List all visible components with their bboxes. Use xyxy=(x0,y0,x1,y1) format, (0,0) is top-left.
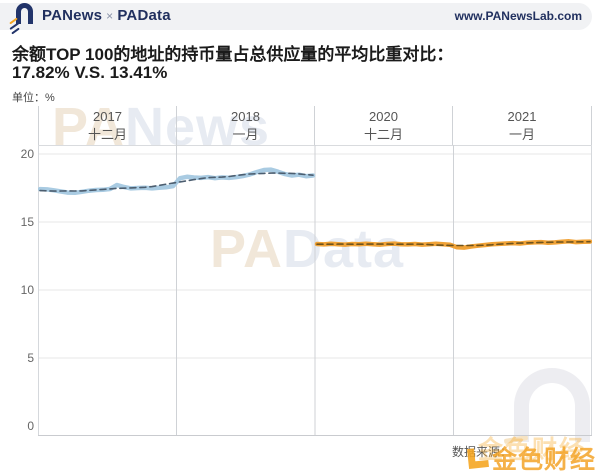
x-axis-year: 2017 xyxy=(93,108,122,124)
watermark-panews: PANews xyxy=(52,96,270,158)
x-axis-column-label: 2018 一月 xyxy=(177,106,315,145)
y-tick-label: 20 xyxy=(20,147,34,161)
x-axis-column-label: 2021 一月 xyxy=(453,106,591,145)
x-axis-year: 2018 xyxy=(231,108,260,124)
watermark-text: News xyxy=(125,97,271,157)
brand-text: PANews × PAData xyxy=(42,7,171,24)
y-tick-label: 5 xyxy=(27,351,34,365)
data-source-label: 数据来源： xyxy=(452,445,513,459)
y-tick-label: 10 xyxy=(20,283,34,297)
x-axis-month: 一月 xyxy=(508,126,535,142)
watermark-text: Data xyxy=(283,219,405,279)
jinse-watermark: 金色财经 金色财经 xyxy=(466,436,596,475)
jinse-ghost-text: 金色财经 xyxy=(477,436,586,464)
x-axis-column-label: 2017 十二月 xyxy=(39,106,177,145)
unit-label: 单位：% xyxy=(12,92,55,104)
x-axis-column-label: 2020 十二月 xyxy=(315,106,453,145)
x-axis-month: 十二月 xyxy=(87,126,127,142)
y-tick-label: 15 xyxy=(20,215,34,229)
header-bar xyxy=(0,3,592,30)
jinse-brand-text: 金色财经 xyxy=(491,446,596,474)
brand-padata: PAData xyxy=(117,7,171,24)
site-url: www.PANewsLab.com xyxy=(454,9,582,23)
x-axis-labels-row: 2017 十二月 2018 一月 2020 十二月 2021 一月 xyxy=(38,106,592,145)
brand-separator: × xyxy=(106,9,114,23)
brand-panews: PANews xyxy=(42,7,103,24)
x-axis-month: 一月 xyxy=(232,126,259,142)
chart-title-line2: 17.82% V.S. 13.41% xyxy=(12,63,168,82)
series-average-line xyxy=(316,240,591,247)
panews-n-glyph-icon xyxy=(16,3,33,24)
x-axis-year: 2021 xyxy=(507,108,537,124)
series-average-line xyxy=(39,172,314,192)
plot-area xyxy=(38,145,592,436)
watermark-text: PA xyxy=(210,219,284,279)
x-axis-year: 2020 xyxy=(369,108,398,124)
x-axis-month: 十二月 xyxy=(363,126,403,142)
y-tick-label: 0 xyxy=(27,419,34,433)
panews-logo-icon xyxy=(9,2,39,35)
watermark-text: PA xyxy=(52,97,126,157)
chart-title-line1: 余额TOP 100的地址的持币量占总供应量的平均比重对比： xyxy=(12,45,454,64)
watermark-padata: PAData xyxy=(210,218,404,280)
